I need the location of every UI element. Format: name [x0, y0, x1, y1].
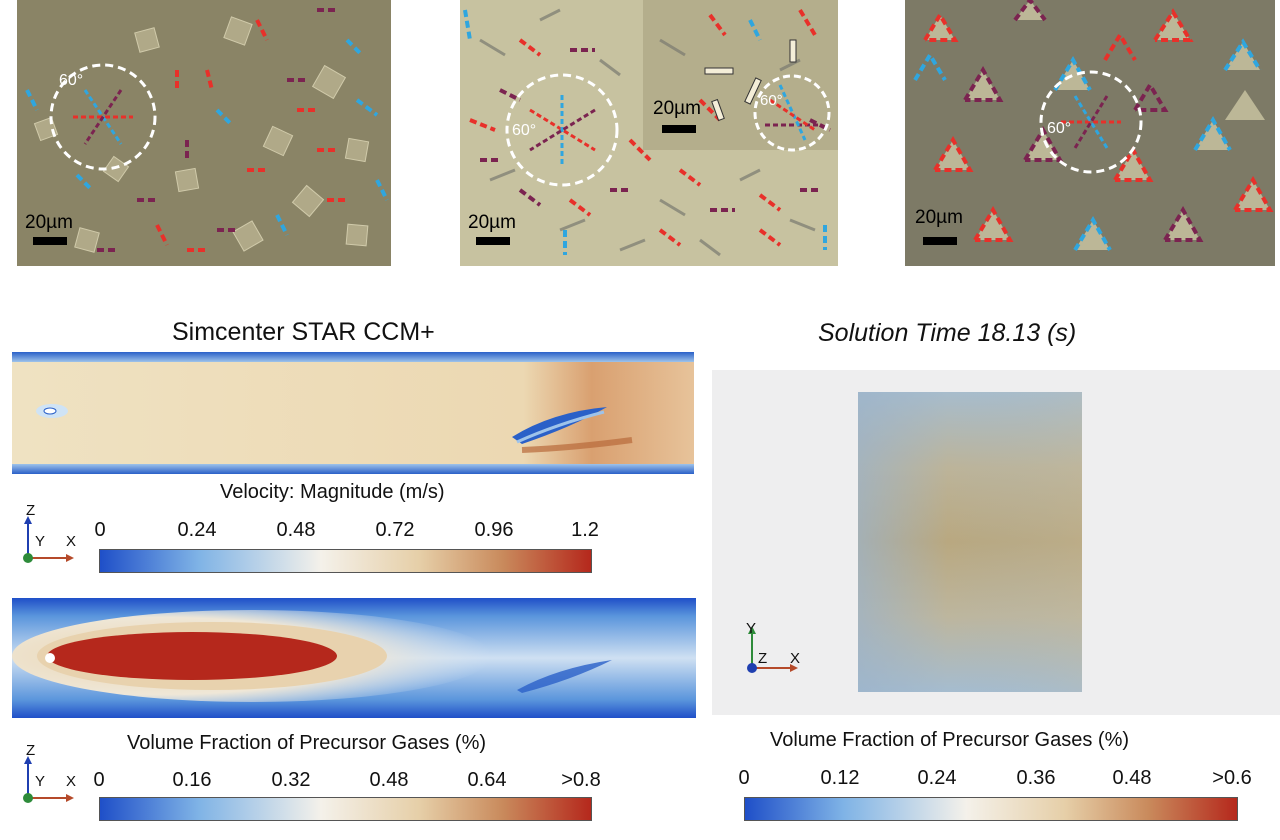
tick-label: 0 [94, 519, 106, 541]
inset-scale-bar [662, 125, 696, 133]
tick-label: 0.32 [271, 769, 311, 791]
micrograph-3-image [905, 0, 1275, 266]
axis-triad-xy: Y Z X [738, 620, 808, 682]
volume-fraction-colorbar-title: Volume Fraction of Precursor Gases (%) [127, 732, 487, 754]
tick-label: 0.24 [177, 519, 217, 541]
axis-y-label: Y [746, 620, 757, 637]
angle-label: 60° [59, 72, 84, 89]
tick-label: 0.16 [172, 769, 212, 791]
micrograph-3: 60° 20µm [905, 0, 1275, 266]
right-colorbar [744, 797, 1238, 821]
tick-label: 0.36 [1016, 767, 1056, 789]
axis-x-label: X [66, 533, 77, 550]
tick-label: 0.24 [917, 767, 957, 789]
axis-x-label: X [66, 773, 77, 790]
scale-bar-label: 20µm [468, 212, 516, 233]
tick-label: 1.2 [571, 519, 599, 541]
inset-angle-label: 60° [760, 92, 783, 109]
axis-triad-xz-arrows [23, 756, 74, 803]
right-panel-title: Solution Time 18.13 (s) [818, 319, 1077, 347]
volume-fraction-colorbar [99, 797, 592, 821]
tick-label: 0.64 [467, 769, 507, 791]
micrograph-2: 60° 60° 20µm 20µm [460, 0, 838, 266]
tick-label: 0 [738, 767, 750, 789]
micrograph-2-image [460, 0, 838, 266]
scale-bar [923, 237, 957, 245]
axis-z-label: Z [26, 742, 36, 759]
volume-fraction-field-plot [12, 598, 696, 718]
axis-triad-xz: Z Y X [14, 502, 84, 572]
micrograph-1-image [17, 0, 391, 266]
axis-z-label: Z [758, 650, 768, 667]
inset-scale-bar-label: 20µm [653, 98, 701, 119]
tick-label: 0 [93, 769, 105, 791]
left-panel-title: Simcenter STAR CCM+ [172, 318, 435, 346]
tick-label: >0.8 [561, 769, 601, 791]
angle-label: 60° [512, 122, 537, 139]
velocity-field-plot [12, 352, 694, 474]
tick-label: 0.72 [375, 519, 415, 541]
axis-y-label: Y [35, 533, 46, 550]
axis-triad-xy-arrows [747, 626, 798, 673]
volume-fraction-field-image [12, 598, 696, 718]
tick-label: 0.48 [369, 769, 409, 791]
tick-label: 0.48 [1112, 767, 1152, 789]
velocity-field-image [12, 352, 694, 474]
axis-y-label: Y [35, 773, 46, 790]
scale-bar [33, 237, 67, 245]
axis-z-label: Z [26, 502, 36, 519]
micrograph-1: 60° 20µm [17, 0, 391, 266]
right-colorbar-title: Volume Fraction of Precursor Gases (%) [770, 729, 1130, 751]
right-field-image [858, 392, 1082, 692]
tick-label: 0.48 [276, 519, 316, 541]
tick-label: 0.96 [474, 519, 514, 541]
velocity-colorbar [99, 549, 592, 573]
axis-x-label: X [790, 650, 801, 667]
scale-bar [476, 237, 510, 245]
right-field-plot: Y Z X [712, 370, 1280, 715]
tick-label: >0.6 [1212, 767, 1252, 789]
tick-label: 0.12 [820, 767, 860, 789]
axis-triad-xz: Z Y X [14, 742, 84, 812]
angle-label: 60° [1047, 120, 1072, 137]
axis-triad-xz-arrows [23, 516, 74, 563]
scale-bar-label: 20µm [25, 212, 73, 233]
scale-bar-label: 20µm [915, 207, 963, 228]
velocity-colorbar-title: Velocity: Magnitude (m/s) [220, 481, 445, 503]
